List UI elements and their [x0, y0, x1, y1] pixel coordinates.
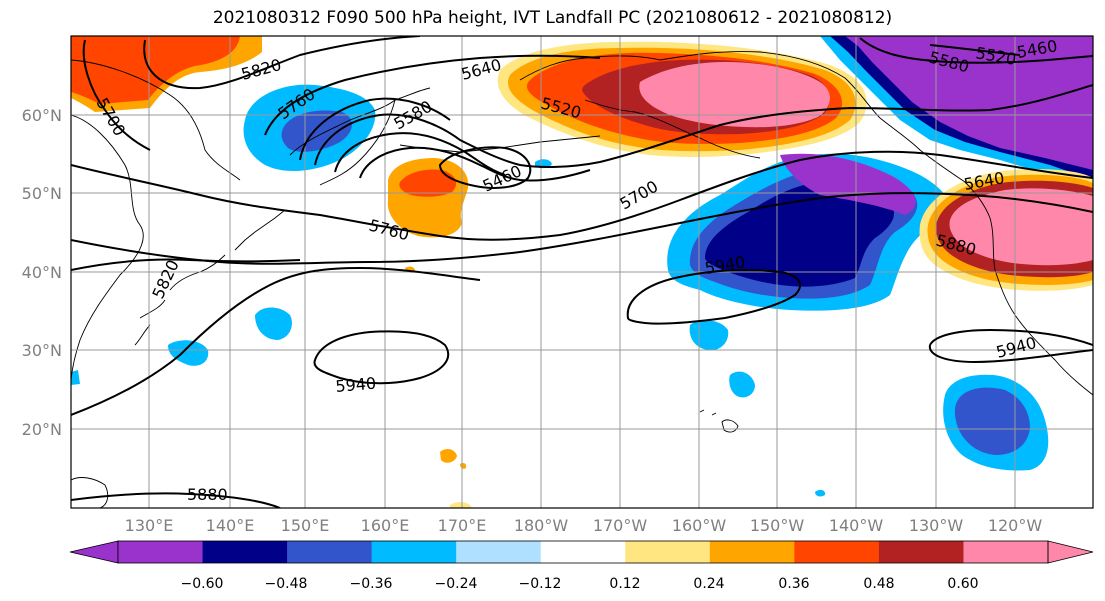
colorbar-segment: [371, 541, 457, 563]
lon-label: 150°W: [750, 516, 805, 535]
lon-label: 140°E: [206, 516, 255, 535]
colorbar-tick-label: 0.24: [693, 576, 724, 592]
lat-label: 50°N: [22, 184, 62, 203]
lat-label: 30°N: [22, 341, 62, 360]
colorbar-extend-min: [69, 540, 119, 564]
colorbar-extend-max: [1047, 540, 1094, 564]
colorbar-segment: [540, 541, 626, 563]
colorbar: [69, 540, 1094, 564]
height-contours: [71, 36, 1093, 508]
colorbar-tick-label: −0.36: [350, 576, 393, 592]
colorbar-frame: [117, 540, 1049, 564]
colorbar-segment: [287, 541, 373, 563]
colorbar-tick-label: 0.60: [947, 576, 978, 592]
contour-label: 5940: [335, 374, 377, 396]
lon-label: 170°W: [593, 516, 648, 535]
lon-label: 180°W: [514, 516, 569, 535]
gridlines: [71, 36, 1093, 508]
colorbar-segment: [709, 541, 795, 563]
ivt-shading: [71, 36, 1093, 508]
colorbar-segment: [456, 541, 542, 563]
lon-label: 120°W: [988, 516, 1043, 535]
colorbar-tick-label: 0.12: [609, 576, 640, 592]
colorbar-segment: [202, 541, 288, 563]
colorbar-tick-label: −0.12: [519, 576, 562, 592]
lat-label: 60°N: [22, 106, 62, 125]
colorbar-tick-label: 0.36: [778, 576, 809, 592]
colorbar-segment: [794, 541, 880, 563]
colorbar-segment: [118, 541, 204, 563]
lon-label: 160°E: [361, 516, 410, 535]
longitude-labels: 130°E 140°E 150°E 160°E 170°E 180°W 170°…: [125, 516, 1043, 535]
colorbar-tick-label: 0.48: [863, 576, 894, 592]
lon-label: 140°W: [829, 516, 884, 535]
lat-label: 20°N: [22, 420, 62, 439]
colorbar-segment: [878, 541, 964, 563]
lon-label: 130°W: [909, 516, 964, 535]
colorbar-ticks: −0.60 −0.48 −0.36 −0.24 −0.12 0.12 0.24 …: [181, 576, 979, 592]
lon-label: 170°E: [438, 516, 487, 535]
map-title: 2021080312 F090 500 hPa height, IVT Land…: [212, 8, 893, 28]
colorbar-segment: [625, 541, 711, 563]
lat-label: 40°N: [22, 263, 62, 282]
colorbar-tick-label: −0.48: [265, 576, 308, 592]
lon-label: 130°E: [125, 516, 174, 535]
map-frame: [70, 35, 1094, 509]
contour-label: 5880: [187, 485, 228, 504]
colorbar-tick-label: −0.24: [435, 576, 478, 592]
lon-label: 150°E: [281, 516, 330, 535]
colorbar-tick-label: −0.60: [181, 576, 224, 592]
colorbar-segment: [963, 541, 1049, 563]
lon-label: 160°W: [672, 516, 727, 535]
latitude-labels: 60°N 50°N 40°N 30°N 20°N: [22, 106, 62, 439]
